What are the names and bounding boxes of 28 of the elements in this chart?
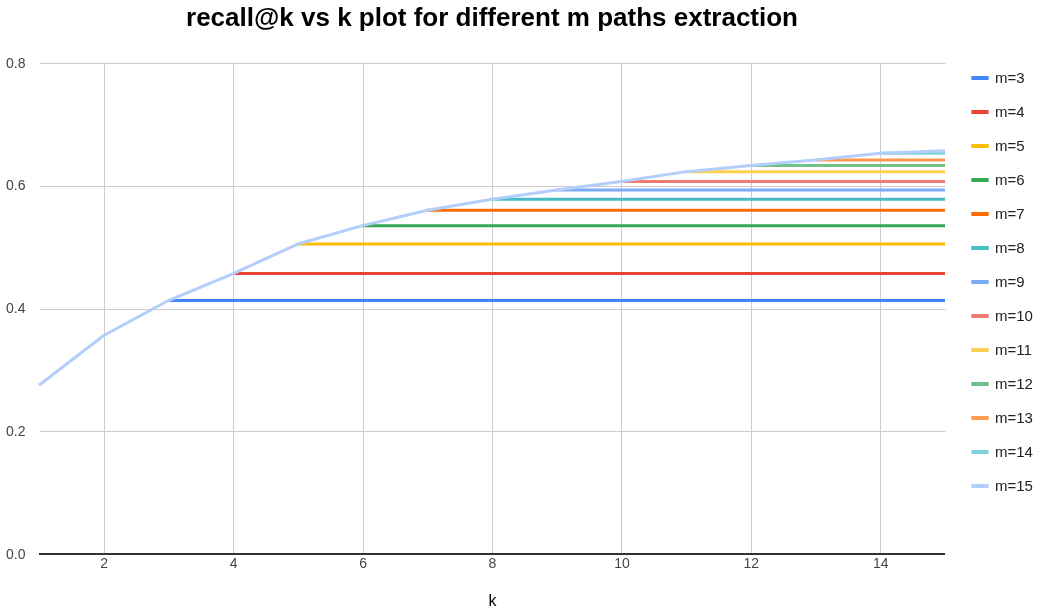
legend-label: m=6 — [995, 171, 1025, 188]
legend-label: m=11 — [995, 341, 1032, 358]
x-tick-label: 8 — [488, 554, 497, 571]
legend-label: m=14 — [995, 443, 1033, 460]
x-tick-label: 10 — [614, 554, 630, 571]
legend-label: m=5 — [995, 137, 1025, 154]
y-tick-label: 0.2 — [6, 422, 26, 439]
y-tick-label: 0.4 — [6, 300, 26, 316]
legend-label: m=7 — [995, 205, 1025, 222]
legend-label: m=4 — [995, 103, 1025, 120]
x-tick-label: 14 — [873, 554, 889, 571]
y-tick-label: 0.6 — [6, 177, 26, 194]
x-tick-label: 12 — [743, 554, 760, 571]
legend-label: m=8 — [995, 239, 1025, 256]
x-tick-label: 4 — [229, 554, 238, 571]
legend-label: m=13 — [995, 409, 1033, 426]
line-series — [37, 149, 947, 387]
x-tick-label: 2 — [100, 554, 109, 571]
legend-label: m=15 — [995, 477, 1033, 494]
legend-label: m=9 — [995, 273, 1025, 290]
x-axis-title: k — [488, 591, 498, 609]
legend-label: m=3 — [995, 69, 1025, 86]
x-tick-label: 6 — [359, 554, 368, 571]
y-tick-label: 0.0 — [6, 545, 26, 562]
legend-label: m=12 — [995, 375, 1033, 392]
chart-title: recall@k vs k plot for different m paths extraction — [186, 2, 798, 32]
y-tick-label: 0.8 — [6, 54, 26, 71]
legend-label: m=10 — [995, 307, 1033, 324]
